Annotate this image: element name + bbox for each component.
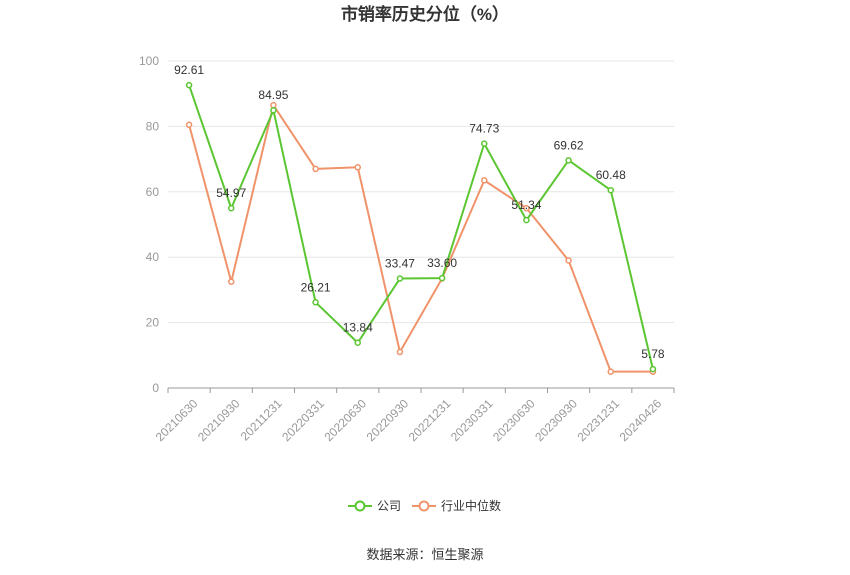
chart-title: 市销率历史分位（%） xyxy=(341,4,509,24)
data-point[interactable] xyxy=(312,165,319,173)
y-tick-label: 60 xyxy=(146,185,160,199)
data-point[interactable] xyxy=(354,164,361,171)
legend[interactable]: 公司 行业中位数 xyxy=(348,498,501,513)
data-point[interactable] xyxy=(396,275,404,282)
data-label: 5.78 xyxy=(641,347,665,361)
legend-marker xyxy=(418,500,430,512)
x-tick-label: 20220930 xyxy=(364,396,412,444)
data-label: 74.73 xyxy=(469,122,499,136)
data-label: 69.62 xyxy=(554,138,584,152)
series-layer xyxy=(185,81,657,375)
data-point[interactable] xyxy=(523,204,530,212)
x-tick-label: 20220630 xyxy=(321,396,369,444)
x-tick-label: 20220331 xyxy=(279,396,327,444)
y-tick-label: 80 xyxy=(146,119,160,133)
data-point[interactable] xyxy=(649,365,657,373)
data-point[interactable] xyxy=(438,274,446,282)
data-label: 33.47 xyxy=(385,257,415,271)
series-line-1 xyxy=(188,104,653,373)
data-point[interactable] xyxy=(270,101,277,109)
data-label: 33.60 xyxy=(427,256,457,270)
data-point[interactable] xyxy=(228,278,235,285)
source-note: 数据来源：恒生聚源 xyxy=(366,547,483,562)
data-point[interactable] xyxy=(523,216,530,224)
y-tick-label: 20 xyxy=(146,316,160,330)
series-line-0 xyxy=(188,84,654,370)
y-tick-label: 40 xyxy=(146,250,160,264)
data-point[interactable] xyxy=(565,157,572,164)
data-point[interactable] xyxy=(396,348,404,356)
x-tick-label: 20210930 xyxy=(195,396,243,444)
data-point[interactable] xyxy=(312,299,319,306)
x-tick-label: 20221231 xyxy=(406,396,454,444)
x-tick-label: 20210630 xyxy=(153,396,201,444)
data-point[interactable] xyxy=(185,121,193,129)
data-point[interactable] xyxy=(481,177,488,184)
x-tick-label: 20240426 xyxy=(617,396,665,444)
x-tick-label: 20211231 xyxy=(238,396,285,443)
data-label: 54.97 xyxy=(216,186,246,200)
data-point[interactable] xyxy=(185,81,193,89)
data-point[interactable] xyxy=(565,257,572,264)
data-point[interactable] xyxy=(607,186,614,194)
data-label: 84.95 xyxy=(258,88,288,102)
data-label: 26.21 xyxy=(301,280,331,294)
legend-item-1[interactable]: 行业中位数 xyxy=(412,498,501,513)
x-axis: 2021063020210930202112312022033120220630… xyxy=(153,387,675,444)
data-point[interactable] xyxy=(228,204,235,212)
x-tick-label: 20230331 xyxy=(448,396,496,444)
x-tick-label: 20230630 xyxy=(490,396,538,444)
y-axis: 0 20 40 60 80 100 xyxy=(139,54,159,395)
data-point[interactable] xyxy=(481,140,488,147)
legend-marker xyxy=(354,500,366,512)
data-point[interactable] xyxy=(354,339,361,346)
data-point[interactable] xyxy=(270,106,277,114)
legend-item-0[interactable]: 公司 xyxy=(348,499,401,513)
legend-label: 公司 xyxy=(377,499,401,513)
data-label: 13.84 xyxy=(343,321,373,335)
data-point[interactable] xyxy=(607,368,614,375)
data-label: 51.34 xyxy=(511,198,541,212)
x-tick-label: 20231231 xyxy=(574,396,622,444)
y-tick-label: 100 xyxy=(139,54,159,68)
legend-label: 行业中位数 xyxy=(441,498,501,513)
y-tick-label: 0 xyxy=(152,381,159,395)
data-label: 60.48 xyxy=(596,168,626,182)
x-tick-label: 20230930 xyxy=(532,396,580,444)
data-labels: 92.61 54.97 84.95 26.21 13.84 33.47 33.60 74.73… xyxy=(174,63,665,361)
data-label: 92.61 xyxy=(174,63,204,77)
